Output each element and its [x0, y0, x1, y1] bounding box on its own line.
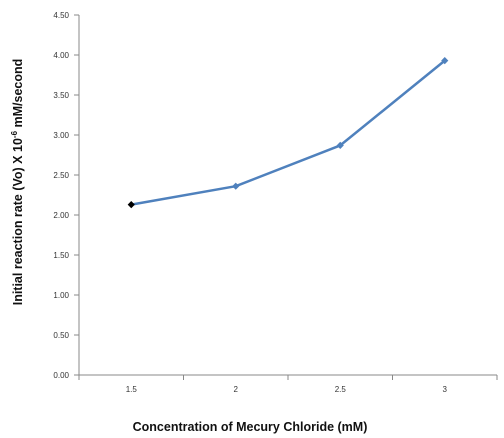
x-tick-label: 2: [234, 385, 239, 394]
y-tick-label: 3.00: [53, 131, 69, 140]
y-tick-label: 1.00: [53, 291, 69, 300]
x-tick-label: 2.5: [335, 385, 347, 394]
y-tick-label: 0.50: [53, 331, 69, 340]
y-axis-title-unit: mM/second: [11, 59, 25, 131]
x-tick-label: 1.5: [126, 385, 138, 394]
data-point-marker: [232, 182, 240, 190]
y-tick-label: 4.50: [53, 11, 69, 20]
y-tick-label: 0.00: [53, 371, 69, 380]
y-axis-title-exponent: -6: [10, 130, 19, 138]
y-tick-label: 2.50: [53, 171, 69, 180]
x-axis-title: Concentration of Mecury Chloride (mM): [133, 420, 368, 434]
y-tick-label: 3.50: [53, 91, 69, 100]
data-point-marker: [441, 57, 449, 65]
x-tick-label: 3: [443, 385, 448, 394]
y-axis-title-main: Initial reaction rate (Vo) X 10: [11, 138, 25, 305]
data-point-marker: [336, 141, 344, 149]
y-axis-title: Initial reaction rate (Vo) X 10-6 mM/sec…: [10, 59, 25, 306]
y-tick-label: 1.50: [53, 251, 69, 260]
x-axis-ticks: 1.5 2 2.5 3: [78, 375, 498, 394]
series-line: [131, 59, 446, 206]
y-tick-label: 2.00: [53, 211, 69, 220]
series-group: [127, 57, 449, 209]
y-axis-ticks: 0.00 0.50 1.00 1.50 2.00 2.50 3.00 3.50 4.00 4.50: [53, 11, 79, 380]
data-point-marker: [127, 201, 135, 209]
y-tick-label: 4.00: [53, 51, 69, 60]
